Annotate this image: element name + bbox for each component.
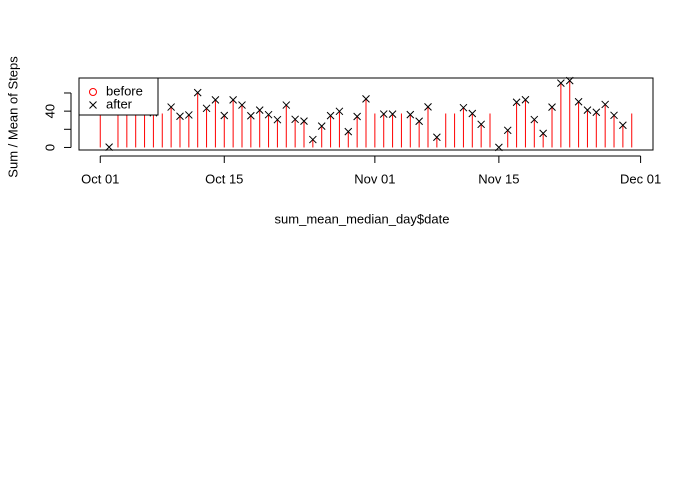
- legend-label: before: [106, 83, 143, 98]
- point: [105, 143, 113, 151]
- x-tick-label: Nov 01: [354, 171, 395, 186]
- point: [388, 110, 397, 118]
- legend-symbol: [89, 88, 97, 96]
- point: [459, 103, 468, 112]
- point: [592, 108, 601, 117]
- x-tick-label: Oct 01: [81, 171, 119, 186]
- point: [264, 110, 273, 119]
- point: [317, 122, 326, 130]
- point: [379, 110, 388, 118]
- point: [220, 111, 229, 120]
- point: [433, 133, 441, 142]
- point: [273, 115, 282, 124]
- point: [246, 111, 255, 120]
- point: [574, 97, 583, 106]
- point: [512, 98, 521, 107]
- point: [477, 120, 486, 129]
- point: [229, 96, 237, 104]
- point: [184, 111, 193, 119]
- legend-label: after: [106, 96, 133, 111]
- point: [468, 109, 477, 118]
- point: [539, 129, 548, 138]
- legend-box: [78, 77, 159, 116]
- point: [415, 117, 424, 126]
- point: [291, 115, 299, 124]
- point: [255, 106, 264, 114]
- y-tick-label: 0: [42, 144, 57, 151]
- point: [557, 79, 565, 87]
- point: [619, 121, 627, 130]
- point: [202, 104, 211, 113]
- point: [176, 112, 184, 121]
- y-axis-label: Sum / Mean of Steps: [5, 56, 20, 178]
- point: [167, 103, 175, 111]
- point: [424, 103, 432, 111]
- point: [406, 110, 415, 119]
- point: [326, 111, 335, 120]
- x-axis-label: sum_mean_median_day$date: [275, 211, 450, 226]
- point: [601, 100, 610, 109]
- point: [344, 127, 353, 136]
- x-tick-label: Dec 01: [620, 171, 661, 186]
- point: [282, 101, 291, 109]
- point: [308, 135, 317, 144]
- point: [530, 115, 539, 124]
- point: [193, 88, 202, 97]
- legend-symbol: [89, 101, 97, 109]
- point: [211, 96, 220, 104]
- y-tick-label: 40: [42, 104, 57, 118]
- point: [610, 111, 618, 120]
- point: [300, 117, 308, 125]
- point: [362, 95, 370, 103]
- x-tick-label: Oct 15: [205, 171, 243, 186]
- point: [548, 103, 556, 111]
- plot-box: [78, 77, 654, 151]
- point: [353, 112, 361, 121]
- point: [521, 95, 530, 104]
- point: [503, 126, 512, 135]
- point: [238, 101, 246, 109]
- point: [583, 106, 592, 114]
- point: [335, 107, 344, 116]
- x-tick-label: Nov 15: [478, 171, 519, 186]
